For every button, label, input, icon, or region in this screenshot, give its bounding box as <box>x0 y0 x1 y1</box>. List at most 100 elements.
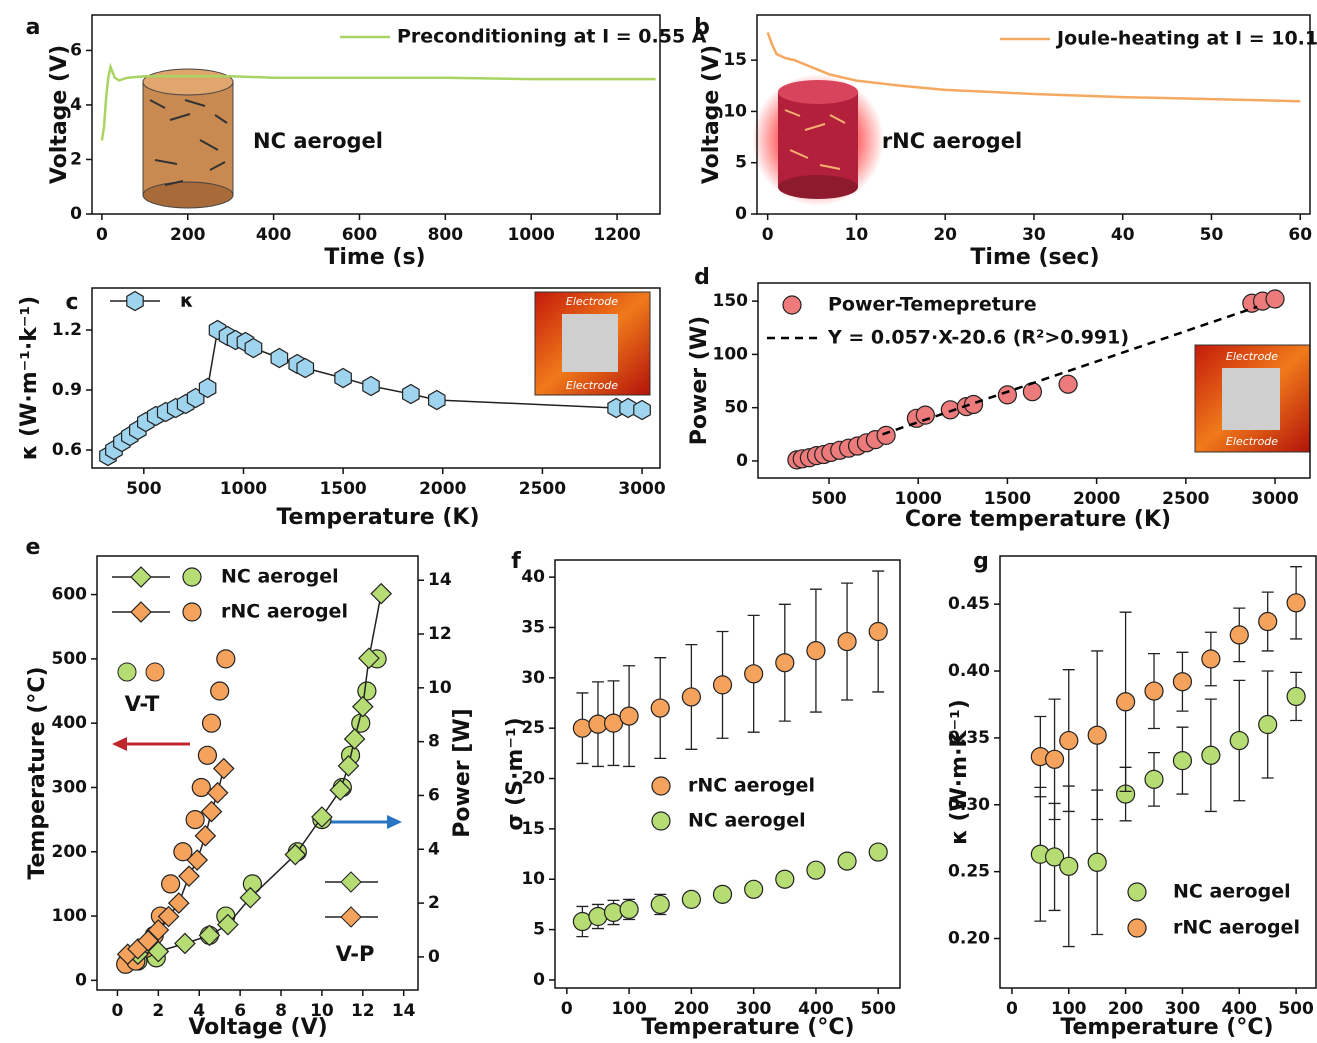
y-tick-label: 0.20 <box>948 929 990 949</box>
y2-tick-label: 10 <box>428 678 452 698</box>
panel-label: a <box>26 15 41 40</box>
point <box>838 633 856 651</box>
point <box>162 875 180 893</box>
y-tick-label: 0 <box>75 970 87 990</box>
point <box>1202 746 1220 764</box>
panel-label: g <box>973 549 989 574</box>
x-tick-label: 1500 <box>319 479 366 499</box>
x-tick-label: 2000 <box>1073 489 1120 509</box>
point <box>1266 290 1284 308</box>
y-tick-label: 50 <box>724 398 748 418</box>
x-axis-title: Time (sec) <box>970 245 1099 270</box>
x-tick-label: 20 <box>933 225 957 245</box>
y-tick-label: 5 <box>533 920 545 940</box>
point <box>131 567 151 587</box>
point <box>869 843 887 861</box>
x-axis-title: Temperature (°C) <box>1060 1015 1273 1040</box>
inset-label: Electrode <box>566 379 618 392</box>
point <box>131 602 151 622</box>
x-tick-label: 50 <box>1200 225 1224 245</box>
y-tick-label: 0.25 <box>948 862 990 882</box>
point <box>745 880 763 898</box>
y-tick-label: 500 <box>52 649 88 669</box>
x-tick-label: 1000 <box>895 489 942 509</box>
legend-label: Y = 0.057·X-20.6 (R²>0.991) <box>827 327 1129 349</box>
point <box>1230 732 1248 750</box>
point <box>776 654 794 672</box>
point <box>941 401 959 419</box>
point <box>1145 682 1163 700</box>
x-tick-label: 0 <box>96 225 108 245</box>
inset-label: Electrode <box>566 295 618 308</box>
y2-axis-title: Power [W] <box>450 708 475 837</box>
point <box>682 890 700 908</box>
y-tick-label: 0.6 <box>52 440 82 460</box>
y-tick-label: 15 <box>723 50 747 70</box>
x-tick-label: 12 <box>351 1001 375 1021</box>
y-tick-label: 0 <box>533 970 545 990</box>
x-tick-label: 2500 <box>1162 489 1209 509</box>
point <box>358 682 376 700</box>
point <box>651 699 669 717</box>
point <box>783 296 801 314</box>
point <box>1230 626 1248 644</box>
point <box>776 870 794 888</box>
x-tick-label: 200 <box>170 225 206 245</box>
point <box>217 650 235 668</box>
x-tick-label: 40 <box>1111 225 1135 245</box>
thermal-image-c: Electrode Electrode <box>535 292 650 395</box>
point <box>1117 693 1135 711</box>
point <box>916 406 934 424</box>
x-tick-label: 400 <box>256 225 292 245</box>
point <box>211 682 229 700</box>
y-tick-label: 300 <box>52 777 88 797</box>
x-tick-label: 1000 <box>220 479 267 499</box>
point <box>1287 687 1305 705</box>
y2-tick-label: 14 <box>428 570 452 590</box>
y-tick-label: 0 <box>735 204 747 224</box>
inset-label: Electrode <box>1226 435 1278 448</box>
point <box>620 707 638 725</box>
x-tick-label: 1200 <box>593 225 640 245</box>
point <box>651 895 669 913</box>
point <box>199 925 219 945</box>
legend-label: rNC aerogel <box>1173 917 1300 939</box>
rnc-aerogel-image <box>752 74 884 206</box>
y-tick-label: 0.40 <box>948 661 990 681</box>
y-tick-label: 600 <box>52 585 88 605</box>
point <box>183 603 201 621</box>
point <box>838 852 856 870</box>
panel-label: e <box>26 535 41 560</box>
point <box>714 885 732 903</box>
x-tick-label: 500 <box>860 999 896 1019</box>
point <box>1259 613 1277 631</box>
y2-tick-label: 8 <box>428 732 440 752</box>
point <box>297 359 314 378</box>
y-tick-label: 400 <box>52 713 88 733</box>
legend-label: Power-Temepreture <box>828 294 1037 316</box>
panel-label: c <box>65 290 78 315</box>
y2-tick-label: 0 <box>428 947 440 967</box>
y-axis-title: Voltage (V) <box>699 45 724 184</box>
x-tick-label: 30 <box>1022 225 1046 245</box>
x-tick-label: 500 <box>126 479 162 499</box>
point <box>192 778 210 796</box>
point <box>652 812 670 830</box>
point <box>195 826 215 846</box>
x-tick-label: 2 <box>152 1001 164 1021</box>
y-tick-label: 150 <box>713 291 749 311</box>
annotation: rNC aerogel <box>882 129 1022 153</box>
x-tick-label: 2000 <box>419 479 466 499</box>
x-tick-label: 2500 <box>519 479 566 499</box>
legend-label: rNC aerogel <box>221 601 348 623</box>
x-tick-label: 0 <box>561 999 573 1019</box>
y-tick-label: 0 <box>736 451 748 471</box>
point <box>403 385 420 404</box>
y-tick-label: 100 <box>713 344 749 364</box>
y2-tick-label: 6 <box>428 785 440 805</box>
point <box>1046 750 1064 768</box>
point <box>1088 726 1106 744</box>
point <box>183 568 201 586</box>
point <box>1060 857 1078 875</box>
point <box>1173 752 1191 770</box>
